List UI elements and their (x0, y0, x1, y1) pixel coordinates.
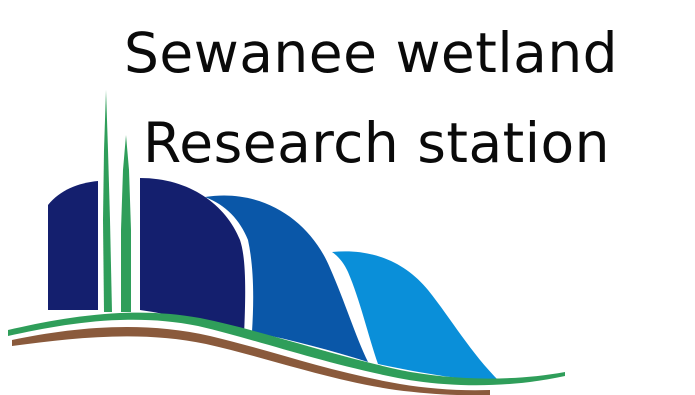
green-ground-line (8, 312, 565, 386)
light-blue-hill-shape (332, 251, 500, 382)
mid-blue-hill-shape (205, 195, 368, 362)
navy-hill-shape (48, 181, 98, 310)
reed-short-icon (121, 135, 131, 312)
navy-dome-shape (140, 178, 246, 336)
brown-ground-line (12, 327, 490, 395)
title-line-1: Sewanee wetland (124, 21, 619, 85)
reed-tall-icon (103, 90, 112, 312)
title-line-2: Research station (143, 111, 611, 175)
